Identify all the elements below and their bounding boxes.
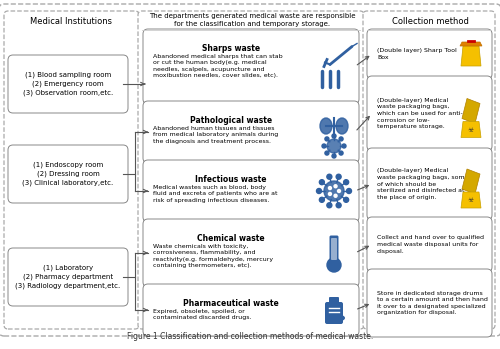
Circle shape bbox=[325, 151, 329, 155]
Text: (1) Endoscopy room
(2) Dressing room
(3) Clinical laboratory,etc.: (1) Endoscopy room (2) Dressing room (3)… bbox=[22, 162, 114, 186]
Circle shape bbox=[328, 192, 332, 195]
FancyBboxPatch shape bbox=[367, 29, 492, 79]
FancyBboxPatch shape bbox=[8, 55, 128, 113]
Circle shape bbox=[332, 134, 336, 138]
Text: Store in dedicated storage drums
to a certain amount and then hand
it over to a : Store in dedicated storage drums to a ce… bbox=[377, 291, 488, 315]
Circle shape bbox=[342, 144, 346, 148]
FancyBboxPatch shape bbox=[4, 11, 139, 329]
Text: (Double layer) Sharp Tool
Box: (Double layer) Sharp Tool Box bbox=[377, 48, 457, 60]
Circle shape bbox=[327, 174, 332, 179]
Circle shape bbox=[339, 137, 343, 141]
Circle shape bbox=[336, 203, 341, 208]
FancyBboxPatch shape bbox=[143, 160, 359, 222]
Circle shape bbox=[327, 203, 332, 208]
Text: Medical wastes such as blood, body
fluid and excreta of patients who are at
risk: Medical wastes such as blood, body fluid… bbox=[153, 185, 278, 203]
Text: (Double-layer) Medical
waste packaging bags, some
of which should be
sterilized : (Double-layer) Medical waste packaging b… bbox=[377, 168, 468, 200]
Text: for the classification and temporary storage.: for the classification and temporary sto… bbox=[174, 21, 330, 27]
FancyBboxPatch shape bbox=[367, 148, 492, 220]
Circle shape bbox=[344, 197, 348, 202]
Text: Pathological waste: Pathological waste bbox=[190, 116, 272, 125]
Text: Waste chemicals with toxicity,
corrosiveness, flammability, and
reactivity(e.g. : Waste chemicals with toxicity, corrosive… bbox=[153, 244, 273, 268]
Circle shape bbox=[325, 137, 329, 141]
Circle shape bbox=[338, 190, 340, 193]
Text: Pharmaceutical waste: Pharmaceutical waste bbox=[183, 299, 279, 308]
FancyBboxPatch shape bbox=[329, 297, 339, 305]
Circle shape bbox=[339, 151, 343, 155]
FancyBboxPatch shape bbox=[325, 302, 343, 324]
FancyBboxPatch shape bbox=[367, 269, 492, 337]
Text: Chemical waste: Chemical waste bbox=[197, 234, 265, 243]
Ellipse shape bbox=[335, 315, 345, 321]
Text: Medical Institutions: Medical Institutions bbox=[30, 16, 112, 25]
Text: (1) Blood sampling room
(2) Emergency room
(3) Observation room,etc.: (1) Blood sampling room (2) Emergency ro… bbox=[23, 72, 113, 96]
Polygon shape bbox=[461, 192, 481, 208]
Text: The departments generated medical waste are responsible: The departments generated medical waste … bbox=[149, 13, 355, 19]
Polygon shape bbox=[462, 98, 480, 124]
Circle shape bbox=[346, 188, 352, 193]
FancyBboxPatch shape bbox=[331, 238, 337, 260]
Ellipse shape bbox=[320, 118, 332, 134]
FancyBboxPatch shape bbox=[367, 76, 492, 151]
Circle shape bbox=[316, 188, 322, 193]
FancyBboxPatch shape bbox=[8, 248, 128, 306]
FancyBboxPatch shape bbox=[143, 101, 359, 163]
FancyBboxPatch shape bbox=[330, 236, 338, 267]
Circle shape bbox=[344, 180, 348, 185]
FancyBboxPatch shape bbox=[138, 11, 364, 329]
Circle shape bbox=[332, 154, 336, 158]
Circle shape bbox=[334, 194, 337, 197]
Text: Abandoned medical sharps that can stab
or cut the human body(e.g. medical
needle: Abandoned medical sharps that can stab o… bbox=[153, 54, 282, 78]
Polygon shape bbox=[460, 42, 482, 46]
FancyBboxPatch shape bbox=[363, 11, 495, 329]
Circle shape bbox=[320, 197, 324, 202]
Polygon shape bbox=[461, 121, 481, 138]
Text: (1) Laboratory
(2) Pharmacy department
(3) Radiology department,etc.: (1) Laboratory (2) Pharmacy department (… bbox=[16, 265, 120, 289]
Polygon shape bbox=[461, 46, 481, 66]
Text: Abandoned human tissues and tissues
from medical laboratory animals during
the d: Abandoned human tissues and tissues from… bbox=[153, 126, 278, 144]
Circle shape bbox=[327, 258, 341, 272]
Text: Infectious waste: Infectious waste bbox=[195, 175, 267, 184]
Circle shape bbox=[327, 139, 341, 153]
Circle shape bbox=[320, 180, 324, 185]
Circle shape bbox=[334, 185, 337, 188]
FancyBboxPatch shape bbox=[8, 145, 128, 203]
FancyBboxPatch shape bbox=[367, 217, 492, 272]
FancyBboxPatch shape bbox=[0, 4, 500, 336]
Text: (Double-layer) Medical
waste packaging bags,
which can be used for anti-
corrosi: (Double-layer) Medical waste packaging b… bbox=[377, 98, 463, 129]
Text: Expired, obsolete, spoiled, or
contaminated discarded drugs.: Expired, obsolete, spoiled, or contamina… bbox=[153, 309, 252, 320]
Text: Figure 1 Classification and collection methods of medical waste.: Figure 1 Classification and collection m… bbox=[127, 332, 373, 341]
FancyBboxPatch shape bbox=[143, 219, 359, 287]
Circle shape bbox=[328, 187, 332, 190]
Text: Collect and hand over to qualified
medical waste disposal units for
disposal.: Collect and hand over to qualified medic… bbox=[377, 235, 484, 254]
Text: ☣: ☣ bbox=[468, 197, 474, 203]
Text: ☣: ☣ bbox=[468, 126, 474, 133]
Ellipse shape bbox=[336, 118, 348, 134]
Circle shape bbox=[336, 174, 341, 179]
Text: Collection method: Collection method bbox=[392, 16, 468, 25]
Circle shape bbox=[324, 181, 344, 201]
Circle shape bbox=[322, 144, 326, 148]
Polygon shape bbox=[462, 169, 480, 194]
FancyBboxPatch shape bbox=[143, 29, 359, 104]
Text: Sharps waste: Sharps waste bbox=[202, 44, 260, 53]
FancyBboxPatch shape bbox=[143, 284, 359, 336]
